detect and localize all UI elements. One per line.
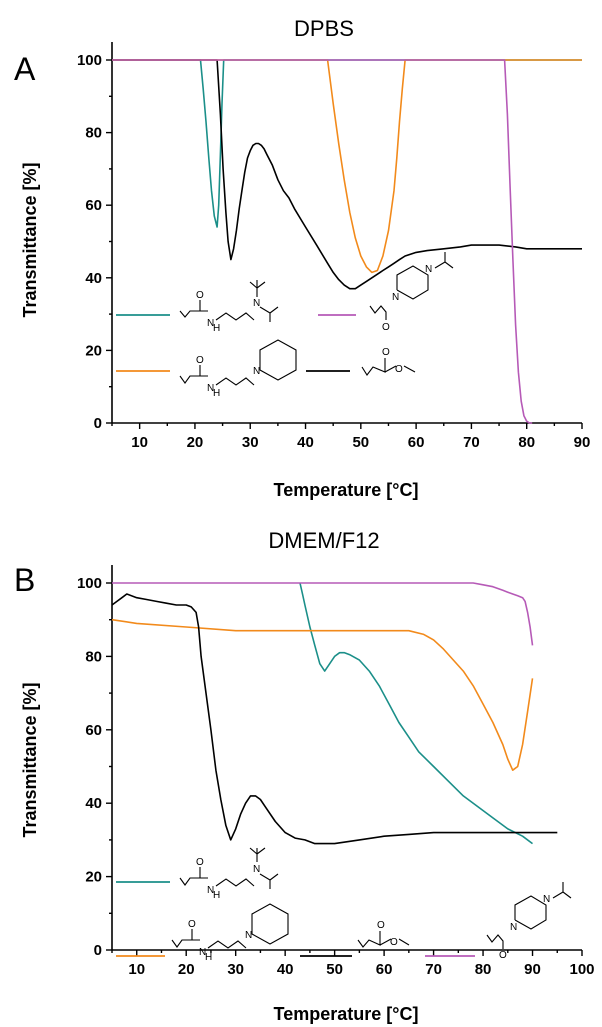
svg-text:N: N <box>392 292 399 303</box>
panel-b-series-orange <box>111 618 534 771</box>
panel-b-y-tick-label: 80 <box>85 648 102 665</box>
panel-a-x-axis-label: Temperature [°C] <box>274 480 419 500</box>
panel-a-y-tick-label: 0 <box>94 415 102 432</box>
svg-text:N: N <box>245 930 252 941</box>
svg-text:N: N <box>253 298 260 309</box>
legend-item-purple-structure: O N N <box>369 252 454 333</box>
panel-b-series-teal <box>299 582 533 845</box>
panel-a-series-purple <box>112 59 533 424</box>
panel-a-legend: O N H N O N N O N H N O O <box>179 252 454 399</box>
panel-a-x-tick-label: 10 <box>131 434 148 451</box>
panel-b-x-tick-label: 80 <box>475 961 492 978</box>
svg-text:N: N <box>253 864 260 875</box>
panel-a-y-tick-label: 100 <box>77 52 102 69</box>
svg-text:O: O <box>499 950 507 961</box>
panel-a-x-tick-label: 40 <box>297 434 314 451</box>
panel-b-series-black <box>111 593 558 845</box>
svg-text:N: N <box>207 885 214 896</box>
panel-a-plot: 10 20 30 40 50 60 70 80 90 0 20 40 60 80 100 <box>77 42 590 451</box>
legend-item-teal-structure-b: O N H N <box>179 847 279 901</box>
svg-text:H: H <box>213 323 220 334</box>
panel-a-y-tick-label: 80 <box>85 125 102 142</box>
panel-a-series-orange <box>112 59 582 274</box>
legend-item-orange-structure: O N H N <box>179 339 297 399</box>
panel-b-x-axis-label: Temperature [°C] <box>274 1004 419 1024</box>
panel-a-y-tick-label: 40 <box>85 270 102 287</box>
panel-a-letter: A <box>14 51 36 87</box>
legend-item-black-structure-b: O O <box>357 920 410 948</box>
panel-a-x-tick-label: 20 <box>187 434 204 451</box>
svg-text:N: N <box>207 383 214 394</box>
panel-b-x-tick-label: 70 <box>425 961 442 978</box>
panel-a-x-tick-label: 50 <box>352 434 369 451</box>
panel-b-plot: 10 20 30 40 50 60 70 80 90 100 0 20 40 60 80 100 <box>77 565 595 978</box>
panel-b-legend: O N H N O N H N O O O N N <box>171 847 572 963</box>
svg-text:H: H <box>213 890 220 901</box>
svg-text:H: H <box>213 388 220 399</box>
legend-item-purple-structure-b: O N N <box>486 882 572 961</box>
panel-a-x-tick-label: 80 <box>518 434 535 451</box>
panel-b-x-tick-label: 90 <box>524 961 541 978</box>
svg-text:O: O <box>390 937 398 948</box>
panel-b-x-tick-label: 20 <box>178 961 195 978</box>
panel-a-x-tick-label: 30 <box>242 434 259 451</box>
svg-text:O: O <box>382 322 390 333</box>
panel-b-y-tick-label: 100 <box>77 575 102 592</box>
svg-text:O: O <box>196 290 204 301</box>
panel-b-series-purple <box>112 582 534 646</box>
panel-b-title: DMEM/F12 <box>268 528 379 553</box>
panel-b-x-tick-label: 10 <box>128 961 145 978</box>
panel-b-y-tick-label: 20 <box>85 869 102 886</box>
panel-a-series-teal <box>112 59 582 228</box>
panel-b-letter: B <box>14 562 35 598</box>
panel-b-x-tick-label: 60 <box>376 961 393 978</box>
panel-a-title: DPBS <box>294 16 354 41</box>
svg-text:O: O <box>377 920 385 931</box>
svg-text:N: N <box>510 922 517 933</box>
panel-b-x-tick-label: 50 <box>326 961 343 978</box>
svg-text:O: O <box>395 364 403 375</box>
legend-item-teal-structure: O N H N <box>179 280 279 334</box>
legend-item-orange-structure-b: O N H N <box>171 903 289 963</box>
panel-b-y-tick-label: 0 <box>94 942 102 959</box>
panel-b-x-tick-label: 30 <box>227 961 244 978</box>
panel-b-y-axis-label: Transmittance [%] <box>20 682 40 837</box>
svg-text:O: O <box>196 857 204 868</box>
panel-b-y-tick-label: 40 <box>85 795 102 812</box>
svg-text:N: N <box>425 264 432 275</box>
panel-a-x-tick-label: 70 <box>463 434 480 451</box>
svg-text:N: N <box>199 947 206 958</box>
panel-b-y-tick-label: 60 <box>85 722 102 739</box>
panel-a-x-tick-label: 60 <box>408 434 425 451</box>
svg-text:O: O <box>188 919 196 930</box>
panel-a-y-axis-label: Transmittance [%] <box>20 162 40 317</box>
svg-text:H: H <box>205 952 212 963</box>
legend-item-black-structure: O O <box>361 347 416 376</box>
panel-a-x-tick-label: 90 <box>574 434 591 451</box>
panel-a-series-black <box>112 59 582 290</box>
svg-text:N: N <box>207 318 214 329</box>
panel-b-x-tick-label: 40 <box>277 961 294 978</box>
svg-text:O: O <box>382 347 390 358</box>
svg-text:N: N <box>543 894 550 905</box>
svg-text:O: O <box>196 355 204 366</box>
svg-text:N: N <box>253 366 260 377</box>
panel-a-y-tick-label: 20 <box>85 342 102 359</box>
panel-a-y-tick-label: 60 <box>85 197 102 214</box>
panel-b-x-tick-label: 100 <box>569 961 594 978</box>
